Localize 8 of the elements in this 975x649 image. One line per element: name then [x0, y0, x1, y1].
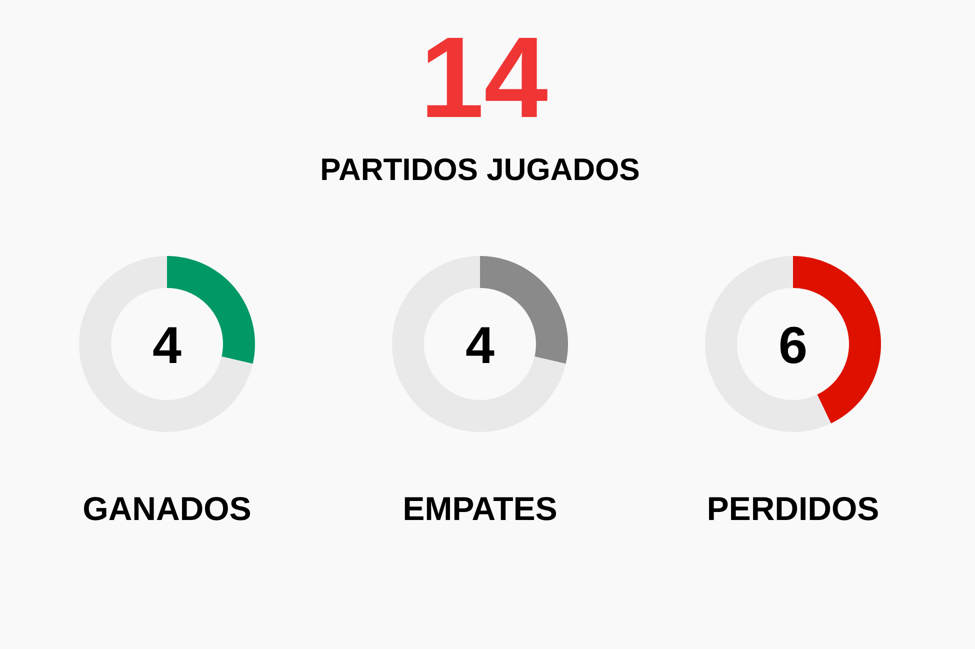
text: 4 [466, 327, 494, 364]
text: PARTIDOS JUGADOS [322, 158, 639, 180]
text: 14 [427, 38, 548, 117]
text: 4 [153, 327, 182, 364]
text: EMPATES [404, 496, 556, 520]
text: 6 [780, 326, 806, 364]
text: GANADOS [84, 496, 250, 520]
text: PERDIDOS [709, 496, 878, 520]
